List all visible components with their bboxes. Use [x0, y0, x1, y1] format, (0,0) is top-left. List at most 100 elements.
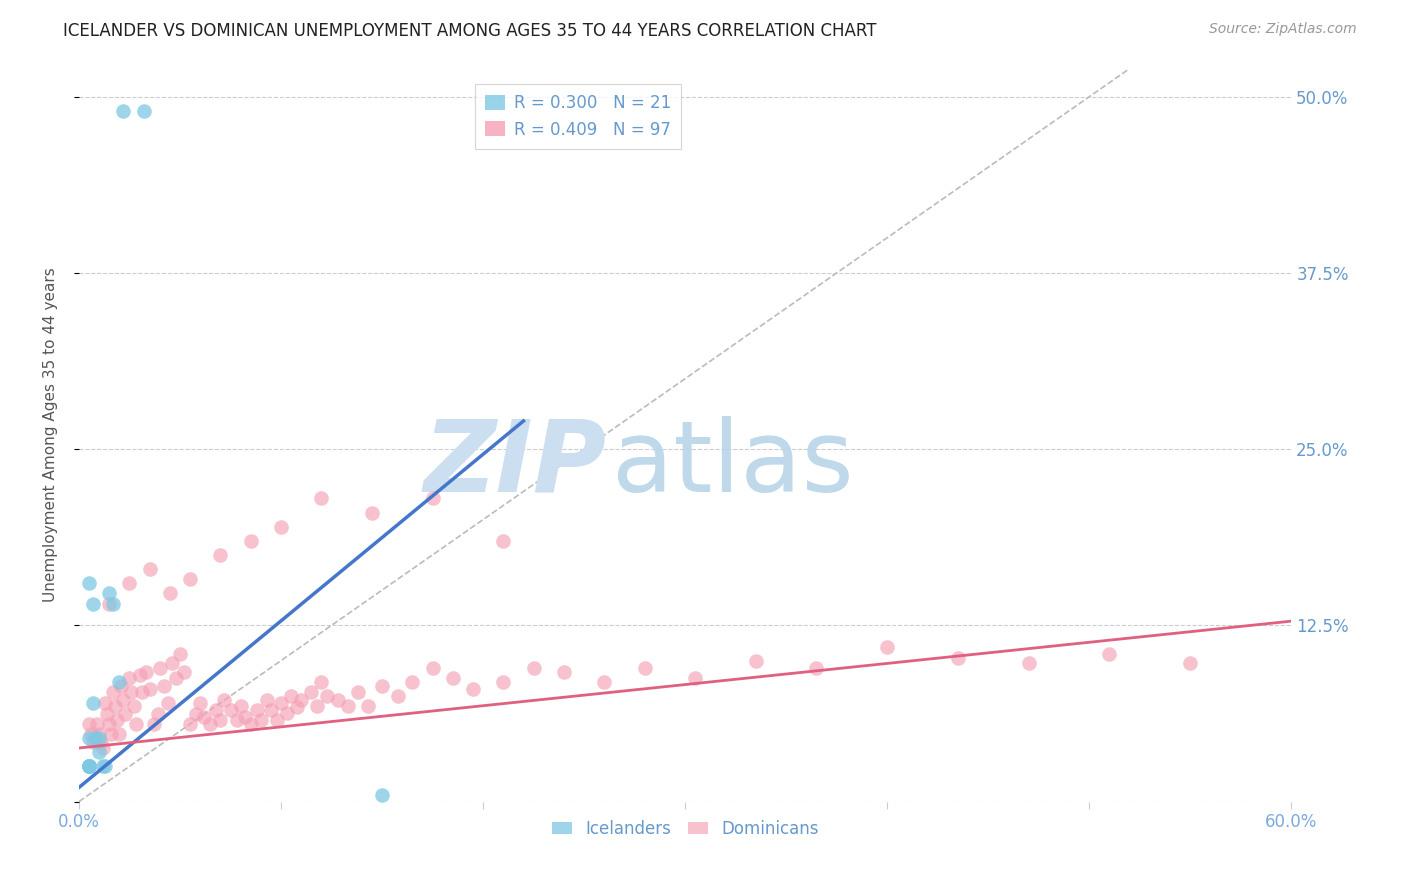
Point — [371, 679, 394, 693]
Point — [160, 657, 183, 671]
Point — [249, 713, 271, 727]
Point — [94, 759, 117, 773]
Point — [186, 707, 208, 722]
Point — [422, 660, 444, 674]
Point — [91, 741, 114, 756]
Point — [316, 689, 339, 703]
Point — [80, 727, 103, 741]
Point — [634, 660, 657, 674]
Point — [89, 731, 111, 746]
Point — [422, 491, 444, 506]
Point — [256, 693, 278, 707]
Point — [280, 689, 302, 703]
Point — [311, 674, 333, 689]
Point — [124, 717, 146, 731]
Point — [387, 689, 409, 703]
Point — [77, 731, 100, 746]
Point — [149, 660, 172, 674]
Point — [77, 576, 100, 591]
Point — [876, 640, 898, 654]
Point — [146, 707, 169, 722]
Point — [307, 698, 329, 713]
Point — [225, 713, 247, 727]
Point — [94, 696, 117, 710]
Point — [98, 717, 121, 731]
Point — [285, 700, 308, 714]
Point — [103, 597, 125, 611]
Point — [135, 665, 157, 679]
Point — [128, 667, 150, 681]
Point — [214, 693, 236, 707]
Point — [142, 717, 165, 731]
Point — [1098, 647, 1121, 661]
Point — [233, 710, 256, 724]
Legend: Icelanders, Dominicans: Icelanders, Dominicans — [546, 814, 825, 845]
Point — [118, 671, 141, 685]
Point — [131, 684, 153, 698]
Point — [105, 713, 128, 727]
Point — [89, 745, 111, 759]
Y-axis label: Unemployment Among Ages 35 to 44 years: Unemployment Among Ages 35 to 44 years — [44, 268, 58, 602]
Point — [200, 717, 222, 731]
Point — [110, 679, 132, 693]
Point — [188, 696, 211, 710]
Text: ICELANDER VS DOMINICAN UNEMPLOYMENT AMONG AGES 35 TO 44 YEARS CORRELATION CHART: ICELANDER VS DOMINICAN UNEMPLOYMENT AMON… — [63, 22, 877, 40]
Point — [299, 684, 322, 698]
Point — [1180, 657, 1202, 671]
Point — [205, 703, 228, 717]
Point — [441, 671, 464, 685]
Point — [159, 586, 181, 600]
Point — [118, 576, 141, 591]
Point — [173, 665, 195, 679]
Point — [77, 759, 100, 773]
Point — [169, 647, 191, 661]
Point — [104, 698, 127, 713]
Point — [89, 727, 111, 741]
Point — [91, 759, 114, 773]
Point — [593, 674, 616, 689]
Point — [523, 660, 546, 674]
Point — [357, 698, 380, 713]
Point — [209, 548, 232, 562]
Point — [132, 103, 155, 118]
Point — [77, 759, 100, 773]
Point — [82, 696, 104, 710]
Point — [77, 717, 100, 731]
Point — [326, 693, 349, 707]
Point — [77, 759, 100, 773]
Point — [346, 684, 368, 698]
Point — [82, 597, 104, 611]
Point — [209, 713, 232, 727]
Point — [290, 693, 312, 707]
Point — [806, 660, 828, 674]
Point — [84, 731, 107, 746]
Point — [121, 684, 143, 698]
Point — [122, 698, 145, 713]
Point — [114, 707, 136, 722]
Point — [553, 665, 575, 679]
Point — [266, 713, 288, 727]
Point — [745, 654, 768, 668]
Point — [219, 703, 242, 717]
Point — [946, 650, 969, 665]
Point — [260, 703, 283, 717]
Point — [138, 562, 160, 576]
Point — [98, 586, 121, 600]
Point — [108, 674, 131, 689]
Point — [112, 103, 135, 118]
Point — [492, 674, 515, 689]
Point — [108, 727, 131, 741]
Point — [229, 698, 252, 713]
Point — [96, 707, 118, 722]
Text: ZIP: ZIP — [423, 416, 606, 513]
Point — [103, 684, 125, 698]
Point — [98, 597, 121, 611]
Point — [86, 717, 108, 731]
Point — [239, 717, 262, 731]
Point — [276, 706, 298, 720]
Point — [100, 727, 122, 741]
Point — [179, 717, 201, 731]
Point — [77, 759, 100, 773]
Point — [153, 679, 176, 693]
Point — [82, 735, 104, 749]
